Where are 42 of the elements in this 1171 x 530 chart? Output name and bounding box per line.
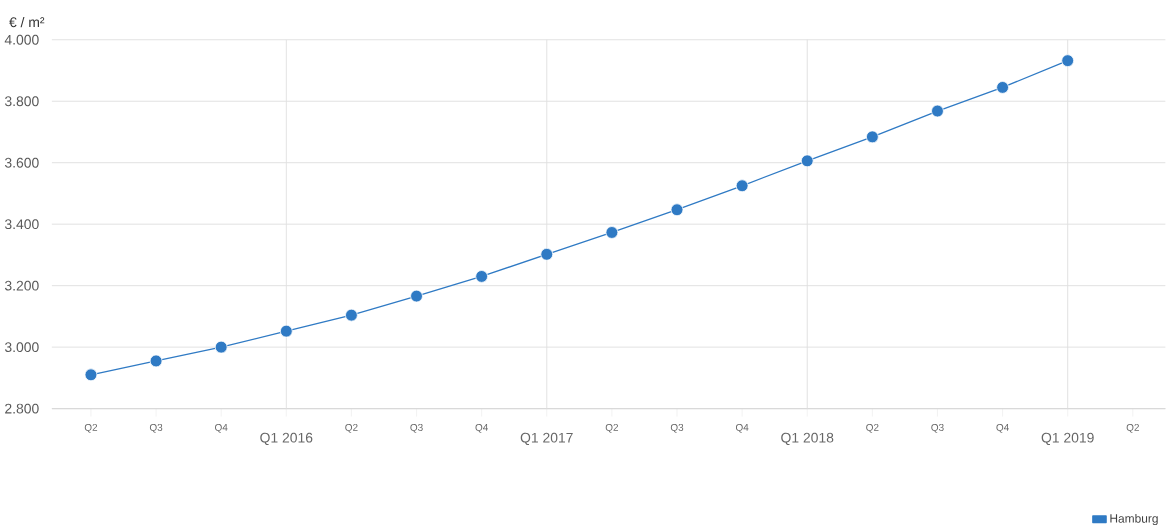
point — [410, 289, 423, 303]
point — [865, 130, 879, 144]
x-tick-label: Q1 2017 — [520, 432, 573, 446]
y-axis-title: € / m² — [9, 16, 45, 28]
point — [84, 368, 98, 382]
point — [149, 354, 163, 368]
point — [670, 203, 684, 217]
point — [800, 154, 814, 168]
point — [214, 340, 228, 354]
x-tick-label: Q2 — [605, 423, 619, 433]
point — [345, 308, 358, 322]
y-tick-label: 3.400 — [4, 219, 39, 230]
x-tick-label: Q3 — [670, 423, 684, 433]
point — [540, 248, 554, 261]
x-tick-label: Q3 — [410, 423, 423, 433]
point — [605, 226, 619, 239]
y-tick-label: 3.200 — [4, 280, 39, 291]
y-tick-label: 2.800 — [5, 403, 39, 414]
x-tick-label: Q3 — [931, 423, 944, 433]
x-tick-label: Q2 — [866, 423, 879, 433]
x-tick-label: Q1 2018 — [781, 432, 834, 446]
x-tick-label: Q2 — [84, 423, 98, 433]
legend-label: Hamburg — [1110, 514, 1158, 526]
x-tick-label: Q1 2019 — [1041, 432, 1094, 446]
point — [931, 104, 944, 118]
x-tick-label: Q2 — [1126, 423, 1139, 433]
x-tick-label: Q4 — [475, 423, 488, 433]
x-tick-label: Q3 — [149, 423, 163, 433]
x-tick-label: Q4 — [215, 423, 228, 433]
y-tick-label: 3.600 — [4, 157, 39, 168]
point — [996, 81, 1009, 94]
x-tick-label: Q4 — [996, 423, 1009, 433]
y-tick-label: 3.800 — [4, 96, 39, 107]
x-tick-label: Q2 — [345, 423, 358, 433]
point — [1061, 54, 1075, 68]
point — [735, 179, 749, 193]
y-tick-label: 3.000 — [4, 342, 39, 353]
point — [279, 324, 293, 338]
y-tick-label: 4.000 — [4, 34, 39, 45]
x-tick-label: Q1 2016 — [260, 432, 313, 446]
point — [475, 270, 489, 283]
x-tick-label: Q4 — [735, 423, 749, 433]
